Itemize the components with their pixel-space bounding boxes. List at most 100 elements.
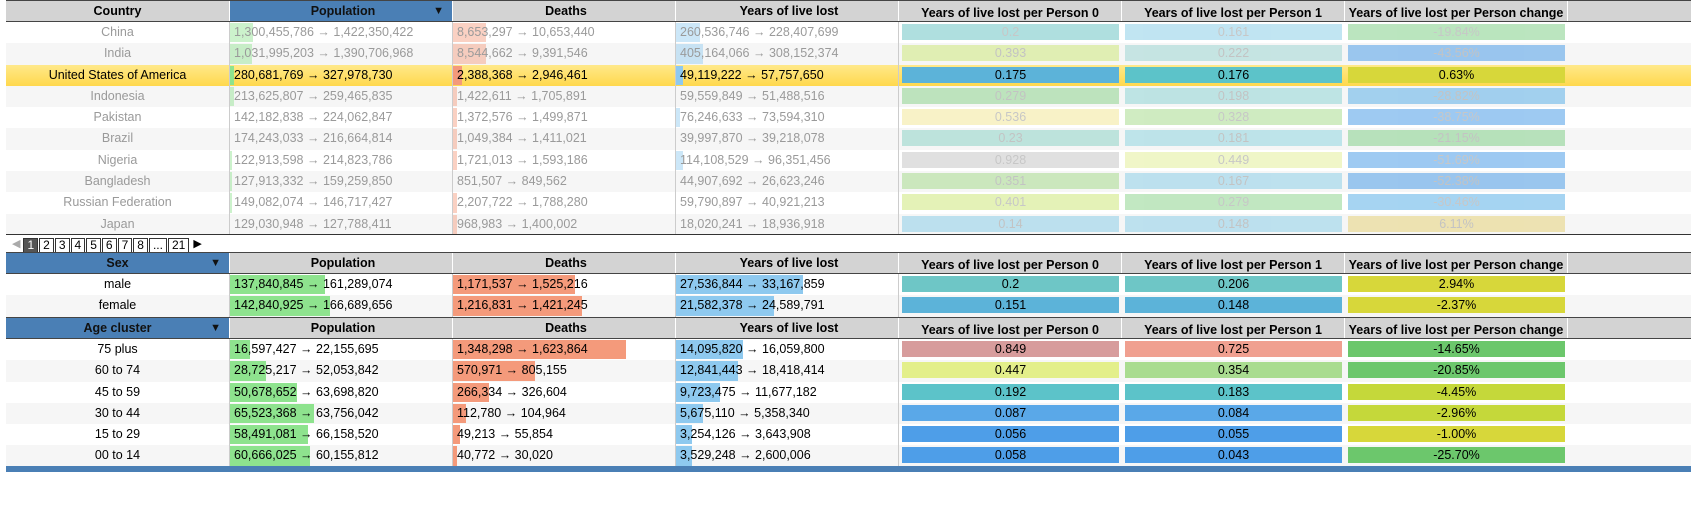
yll-pp1-cell: 0.354 <box>1122 360 1345 381</box>
population-bar <box>230 403 315 424</box>
yll-change-cell: -1.00% <box>1345 424 1568 445</box>
table-row[interactable]: 00 to 14 60,666,025 → 60,155,812 40,772 → … <box>6 445 1691 467</box>
sex-table-body: male 137,840,845 → 161,289,074 1,171,537 →… <box>6 274 1691 317</box>
table-row[interactable]: 60 to 74 28,725,217 → 52,053,842 570,971 →… <box>6 360 1691 382</box>
yll-cell: 260,536,746 → 228,407,699 <box>676 22 899 44</box>
yll-bar <box>676 361 739 381</box>
yll-pp1-value: 0.181 <box>1125 130 1342 147</box>
yll-pp0-value: 0.536 <box>902 109 1119 126</box>
col-header-yll[interactable]: Years of live lost <box>676 1 899 21</box>
yll-cell: 18,020,241 → 18,936,918 <box>676 213 899 235</box>
yll-pp0-cell: 0.2 <box>899 274 1122 295</box>
dropdown-icon[interactable]: ▼ <box>210 322 221 334</box>
yll-pp0-cell: 0.849 <box>899 339 1122 360</box>
table-row[interactable]: China 1,300,455,786 → 1,422,350,422 8,653,… <box>6 22 1691 44</box>
col-header-yll-pp0[interactable]: Years of live lost per Person 0 <box>899 1 1122 21</box>
page-link[interactable]: 3 <box>54 237 70 253</box>
population-bar <box>230 296 330 316</box>
table-row[interactable]: female 142,840,925 → 166,689,656 1,216,831… <box>6 295 1691 317</box>
yll-bar <box>676 150 683 171</box>
yll-bar <box>676 296 774 316</box>
deaths-value: 1,049,384 → 1,411,021 <box>457 131 587 146</box>
page-link[interactable]: 8 <box>133 237 148 253</box>
yll-change-cell: -19.84% <box>1345 22 1568 43</box>
col-header-yll[interactable]: Years of live lost <box>676 318 899 338</box>
deaths-cell: 49,213 → 55,854 <box>453 424 676 446</box>
population-cell: 28,725,217 → 52,053,842 <box>230 360 453 382</box>
age-table-header: Age cluster ▼ Population Deaths Years of… <box>6 317 1691 339</box>
page-link[interactable]: 6 <box>101 237 117 253</box>
col-header-yll-pp0[interactable]: Years of live lost per Person 0 <box>899 318 1122 338</box>
deaths-bar <box>453 340 627 360</box>
table-row[interactable]: 45 to 59 50,678,652 → 63,698,820 266,334 →… <box>6 381 1691 403</box>
sort-desc-icon[interactable]: ▼ <box>433 5 444 17</box>
prev-page-icon[interactable]: ◀ <box>12 237 21 250</box>
col-header-yll-pp1[interactable]: Years of live lost per Person 1 <box>1122 1 1345 21</box>
col-header-country[interactable]: Country <box>6 1 230 21</box>
page-link[interactable]: 1 <box>23 237 39 253</box>
yll-cell: 21,582,378 → 24,589,791 <box>676 295 899 317</box>
row-label: Indonesia <box>6 85 230 108</box>
next-page-icon[interactable]: ▶ <box>193 237 202 250</box>
col-header-age-cluster[interactable]: Age cluster ▼ <box>6 318 230 338</box>
yll-cell: 27,536,844 → 33,167,859 <box>676 274 899 296</box>
col-header-yll[interactable]: Years of live lost <box>676 253 899 273</box>
col-header-yll-change[interactable]: Years of live lost per Person change <box>1345 253 1568 273</box>
col-header-population[interactable]: Population <box>230 318 453 338</box>
population-bar <box>230 172 233 192</box>
row-label: 75 plus <box>6 339 230 361</box>
deaths-cell: 112,780 → 104,964 <box>453 402 676 425</box>
yll-change-value: -1.00% <box>1348 426 1565 443</box>
table-row[interactable]: Bangladesh 127,913,332 → 159,259,850 851,5… <box>6 171 1691 193</box>
yll-pp1-cell: 0.206 <box>1122 274 1345 295</box>
yll-pp1-value: 0.449 <box>1125 151 1342 168</box>
population-cell: 1,031,995,203 → 1,390,706,968 <box>230 43 453 65</box>
table-row[interactable]: Japan 129,030,948 → 127,788,411 968,983 → … <box>6 213 1691 235</box>
dropdown-icon[interactable]: ▼ <box>210 257 221 269</box>
yll-change-cell: -2.37% <box>1345 295 1568 316</box>
yll-change-cell: 2.94% <box>1345 274 1568 295</box>
table-row[interactable]: male 137,840,845 → 161,289,074 1,171,537 →… <box>6 274 1691 296</box>
yll-pp1-value: 0.167 <box>1125 173 1342 190</box>
table-row[interactable]: Nigeria 122,913,598 → 214,823,786 1,721,01… <box>6 149 1691 172</box>
yll-pp0-cell: 0.175 <box>899 65 1122 86</box>
table-row[interactable]: Indonesia 213,625,807 → 259,465,835 1,422,… <box>6 85 1691 108</box>
table-row[interactable]: United States of America 280,681,769 → 32… <box>6 64 1691 86</box>
yll-value: 76,246,633 → 73,594,310 <box>680 110 825 125</box>
col-header-deaths[interactable]: Deaths <box>453 253 676 273</box>
yll-pp0-value: 0.151 <box>902 297 1119 314</box>
page-link[interactable]: 21 <box>167 237 190 253</box>
col-header-yll-pp1[interactable]: Years of live lost per Person 1 <box>1122 253 1345 273</box>
col-header-sex[interactable]: Sex ▼ <box>6 253 230 273</box>
col-header-yll-change[interactable]: Years of live lost per Person change <box>1345 318 1568 338</box>
table-row[interactable]: 30 to 44 65,523,368 → 63,756,042 112,780 →… <box>6 402 1691 425</box>
col-header-deaths[interactable]: Deaths <box>453 318 676 338</box>
deaths-bar <box>453 65 462 85</box>
yll-pp0-value: 0.14 <box>902 215 1119 232</box>
table-row[interactable]: 15 to 29 58,491,081 → 66,158,520 49,213 → … <box>6 424 1691 446</box>
col-header-yll-pp1[interactable]: Years of live lost per Person 1 <box>1122 318 1345 338</box>
page-link[interactable]: 4 <box>70 237 86 253</box>
yll-pp0-value: 0.23 <box>902 130 1119 147</box>
deaths-bar <box>453 86 458 107</box>
col-header-yll-pp0[interactable]: Years of live lost per Person 0 <box>899 253 1122 273</box>
col-header-deaths[interactable]: Deaths <box>453 1 676 21</box>
col-header-population[interactable]: Population ▼ <box>230 1 453 21</box>
col-header-yll-change[interactable]: Years of live lost per Person change <box>1345 1 1568 21</box>
deaths-cell: 1,049,384 → 1,411,021 <box>453 128 676 150</box>
page-link[interactable]: 7 <box>117 237 133 253</box>
page-link[interactable]: 5 <box>86 237 101 253</box>
deaths-cell: 1,372,576 → 1,499,871 <box>453 107 676 129</box>
yll-change-cell: -4.45% <box>1345 382 1568 403</box>
table-row[interactable]: India 1,031,995,203 → 1,390,706,968 8,544,… <box>6 43 1691 65</box>
yll-value: 114,108,529 → 96,351,456 <box>680 152 831 167</box>
yll-pp1-value: 0.183 <box>1125 383 1342 400</box>
yll-pp1-cell: 0.084 <box>1122 403 1345 424</box>
table-row[interactable]: 75 plus 16,597,427 → 22,155,695 1,348,298 … <box>6 339 1691 361</box>
page-link[interactable]: ... <box>148 237 167 253</box>
page-link[interactable]: 2 <box>39 237 54 253</box>
col-header-population[interactable]: Population <box>230 253 453 273</box>
table-row[interactable]: Russian Federation 149,082,074 → 146,717,… <box>6 192 1691 214</box>
table-row[interactable]: Pakistan 142,182,838 → 224,062,847 1,372,5… <box>6 107 1691 129</box>
table-row[interactable]: Brazil 174,243,033 → 216,664,814 1,049,384… <box>6 128 1691 150</box>
